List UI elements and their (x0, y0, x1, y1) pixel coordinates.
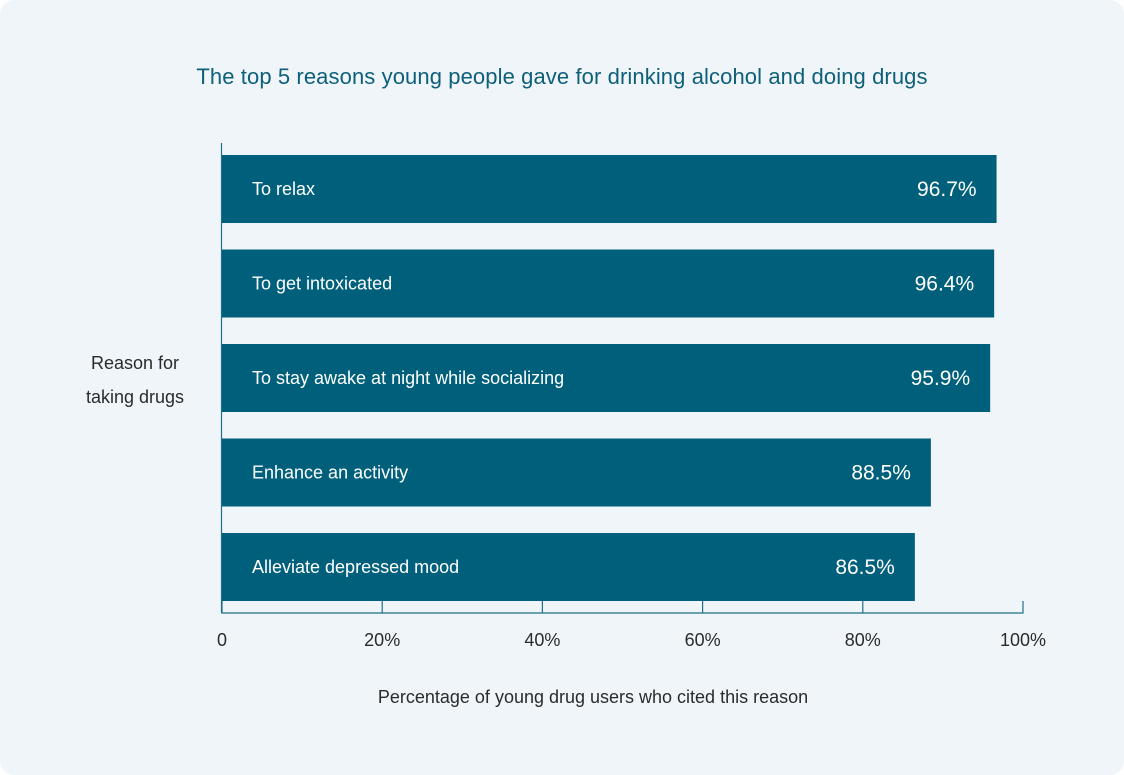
bar-value-label: 96.7% (917, 178, 977, 201)
x-tick-label: 80% (845, 630, 881, 650)
bar-value-label: 86.5% (835, 556, 895, 579)
chart-title: The top 5 reasons young people gave for … (196, 64, 928, 89)
bar-category-label: Alleviate depressed mood (252, 557, 459, 577)
y-axis-title-line-1: Reason for (90, 353, 180, 373)
x-tick-label: 0 (217, 630, 227, 650)
bar (222, 155, 997, 223)
x-tick-label: 60% (685, 630, 721, 650)
y-axis-title-line-2: taking drugs (85, 387, 185, 407)
bar (222, 533, 915, 601)
bars-group: To relax 96.7% To get intoxicated 96.4% To s… (222, 155, 997, 601)
bar (222, 438, 931, 507)
y-axis-title: Reason for taking drugs (60, 346, 210, 414)
x-tick-label: 40% (524, 630, 560, 650)
bar-category-label: Enhance an activity (252, 463, 408, 483)
x-tick-label: 20% (364, 630, 400, 650)
bar-category-label: To relax (252, 179, 315, 199)
bar-category-label: To stay awake at night while socializing (252, 368, 564, 388)
bar-value-label: 95.9% (911, 367, 971, 390)
bar (222, 344, 991, 412)
bar (222, 249, 995, 318)
x-tick-label: 100% (1000, 630, 1046, 650)
bar-value-label: 88.5% (851, 462, 911, 485)
bar-category-label: To get intoxicated (252, 274, 392, 294)
bar-value-label: 96.4% (915, 273, 975, 296)
axes-group: 0 20% 40% 60% 80% 100% (217, 143, 1046, 650)
x-axis-title: Percentage of young drug users who cited… (377, 687, 809, 707)
